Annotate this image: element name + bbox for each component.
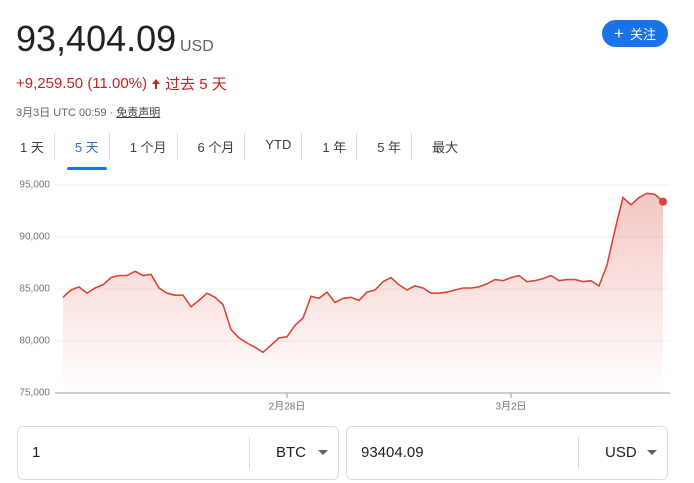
- price-line: [62, 192, 664, 354]
- follow-label: 关注: [629, 27, 656, 42]
- from-currency: BTC: [276, 444, 306, 461]
- chart: 75,000 80,000 85,000 90,000 95,000 2月28日 3月2日: [19, 180, 670, 413]
- range-tab[interactable]: 5 年: [367, 133, 413, 160]
- to-box[interactable]: 93404.09 USD: [346, 426, 668, 480]
- area: [63, 193, 663, 393]
- range-tab[interactable]: 1 天: [10, 133, 55, 160]
- price: 93,404.09: [16, 18, 177, 59]
- x-tick-label: 2月28日: [269, 401, 306, 413]
- dropdown-caret: [647, 450, 657, 455]
- range-tab[interactable]: 5 天: [65, 133, 110, 170]
- x-tick-label: 3月2日: [495, 401, 526, 413]
- y-tick-label: 90,000: [19, 232, 50, 243]
- range-tabs: 1 天 5 天 1 个月 6 个月 YTD 1 年 5 年 最大: [10, 133, 478, 170]
- divider: [578, 437, 579, 469]
- range-tab[interactable]: YTD: [255, 133, 303, 160]
- range-tab[interactable]: 1 年: [312, 133, 358, 160]
- timestamp-row: 3月3日 UTC 00:59 · 免责声明: [16, 104, 160, 120]
- follow-button[interactable]: + 关注: [602, 20, 668, 47]
- y-tick-label: 85,000: [19, 284, 50, 295]
- to-amount: 93404.09: [361, 444, 424, 461]
- y-tick-label: 95,000: [19, 180, 50, 191]
- timestamp: 3月3日 UTC 00:59 ·: [16, 107, 117, 119]
- period: 过去 5 天: [165, 76, 227, 93]
- range-tab[interactable]: 6 个月: [188, 133, 246, 160]
- from-amount: 1: [32, 444, 41, 461]
- to-currency: USD: [605, 444, 637, 461]
- range-tab[interactable]: 1 个月: [120, 133, 178, 160]
- disclaimer[interactable]: 免责声明: [116, 107, 161, 119]
- change: +9,259.50 (11.00%): [16, 75, 148, 92]
- divider: [249, 437, 250, 469]
- dropdown-caret: [318, 450, 328, 455]
- y-tick-label: 75,000: [19, 388, 50, 399]
- from-box[interactable]: 1 BTC: [17, 426, 339, 480]
- currency: USD: [180, 38, 214, 55]
- range-tab[interactable]: 最大: [432, 140, 459, 155]
- last-point: [659, 197, 667, 206]
- up-arrow: [152, 78, 161, 89]
- y-tick-label: 80,000: [19, 336, 50, 347]
- change-row: +9,259.50 (11.00%) 过去 5 天: [16, 73, 227, 94]
